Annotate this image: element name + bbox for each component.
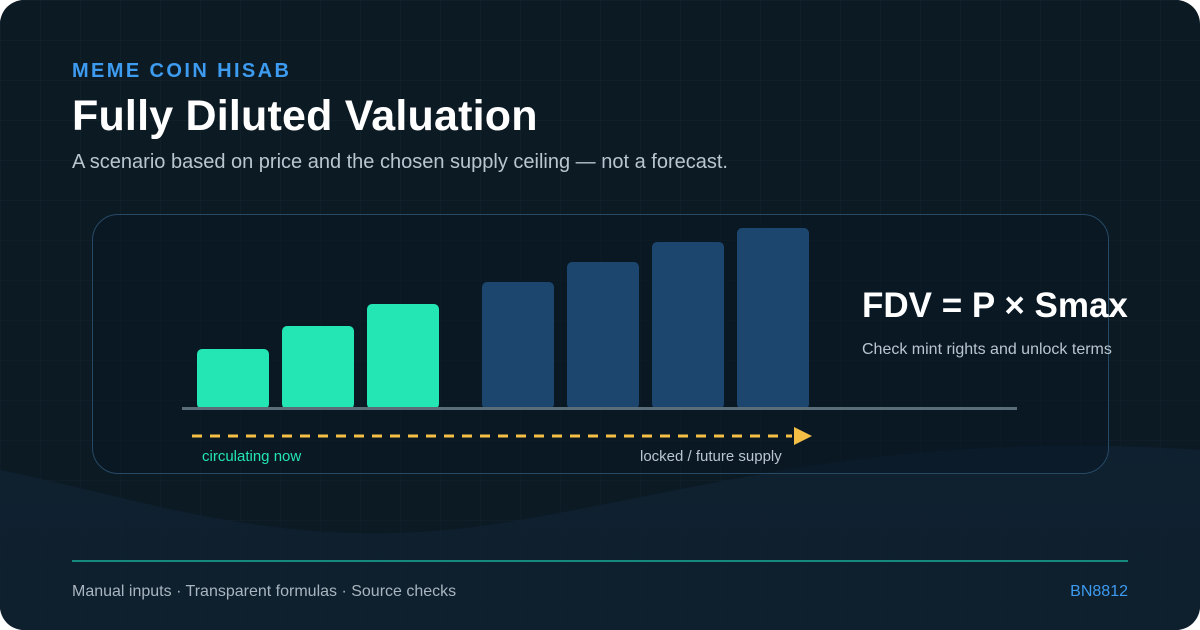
- brand-eyebrow: MEME COIN HISAB: [72, 60, 292, 82]
- page-subtitle: A scenario based on price and the chosen…: [72, 151, 728, 173]
- supply-arrow: [192, 427, 812, 445]
- footer-tagline: Manual inputs · Transparent formulas · S…: [72, 583, 457, 600]
- chart-baseline: [182, 407, 1017, 410]
- circulating-bar: [197, 349, 269, 409]
- fdv-formula: FDV = P × Smax: [862, 286, 1128, 325]
- circulating-label: circulating now: [202, 448, 302, 465]
- circulating-bar: [367, 304, 439, 409]
- locked-bar: [482, 282, 554, 409]
- circulating-bar: [282, 326, 354, 409]
- footer-code: BN8812: [1070, 583, 1128, 600]
- footer-divider: [72, 560, 1128, 562]
- page-title: Fully Diluted Valuation: [72, 92, 538, 140]
- formula-note: Check mint rights and unlock terms: [862, 341, 1112, 358]
- locked-supply-label: locked / future supply: [640, 448, 782, 465]
- locked-bar: [737, 228, 809, 409]
- locked-bar: [652, 242, 724, 409]
- locked-bar: [567, 262, 639, 409]
